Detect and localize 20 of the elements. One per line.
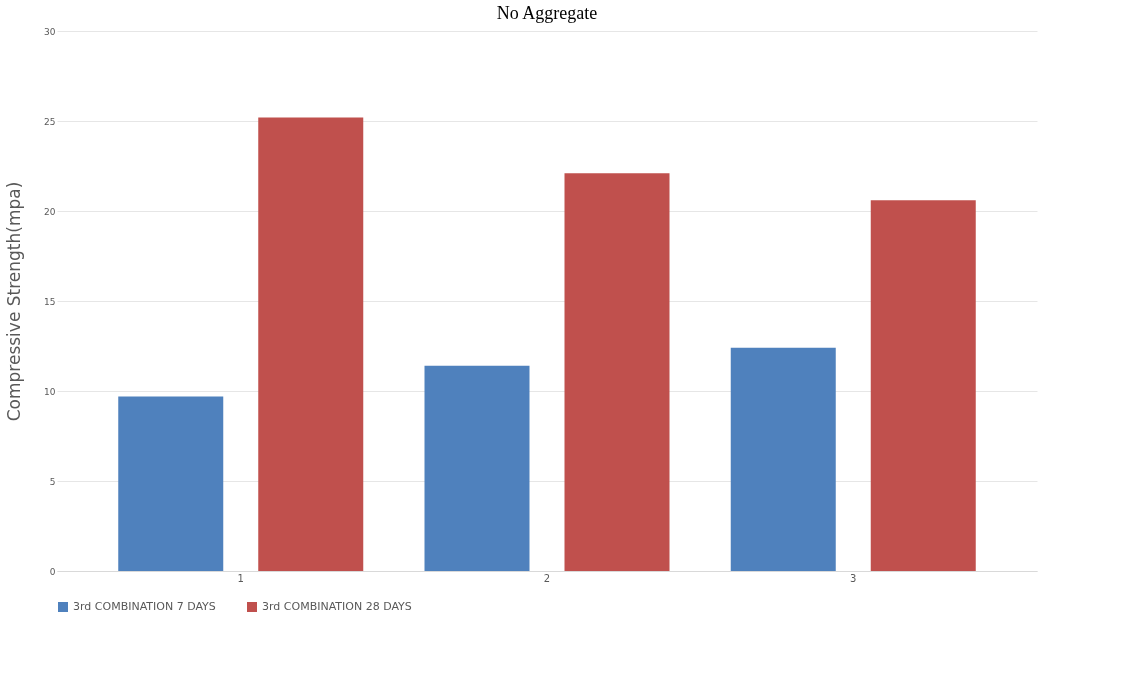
y-tick-label: 5 xyxy=(49,476,56,487)
y-tick-label: 15 xyxy=(44,296,56,307)
x-tick-label: 2 xyxy=(543,572,551,584)
legend-label: 3rd COMBINATION 28 DAYS xyxy=(262,600,412,613)
bar xyxy=(870,200,976,571)
bar xyxy=(564,173,670,571)
y-axis-title: Compressive Strength(mpa) xyxy=(4,181,25,422)
chart-title: No Aggregate xyxy=(496,3,598,23)
x-tick-label: 1 xyxy=(237,572,244,584)
y-tick-label: 0 xyxy=(49,566,56,577)
bar xyxy=(118,396,224,571)
y-tick-label: 25 xyxy=(44,116,56,127)
x-tick-label: 3 xyxy=(850,572,857,584)
legend-label: 3rd COMBINATION 7 DAYS xyxy=(73,600,216,613)
bar xyxy=(730,347,836,571)
y-tick-label: 10 xyxy=(44,386,56,397)
y-tick-label: 30 xyxy=(44,26,56,37)
bar xyxy=(258,117,364,571)
bar xyxy=(424,365,530,571)
y-tick-label: 20 xyxy=(44,206,56,217)
